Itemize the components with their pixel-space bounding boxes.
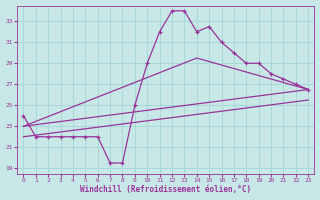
X-axis label: Windchill (Refroidissement éolien,°C): Windchill (Refroidissement éolien,°C)	[80, 185, 252, 194]
